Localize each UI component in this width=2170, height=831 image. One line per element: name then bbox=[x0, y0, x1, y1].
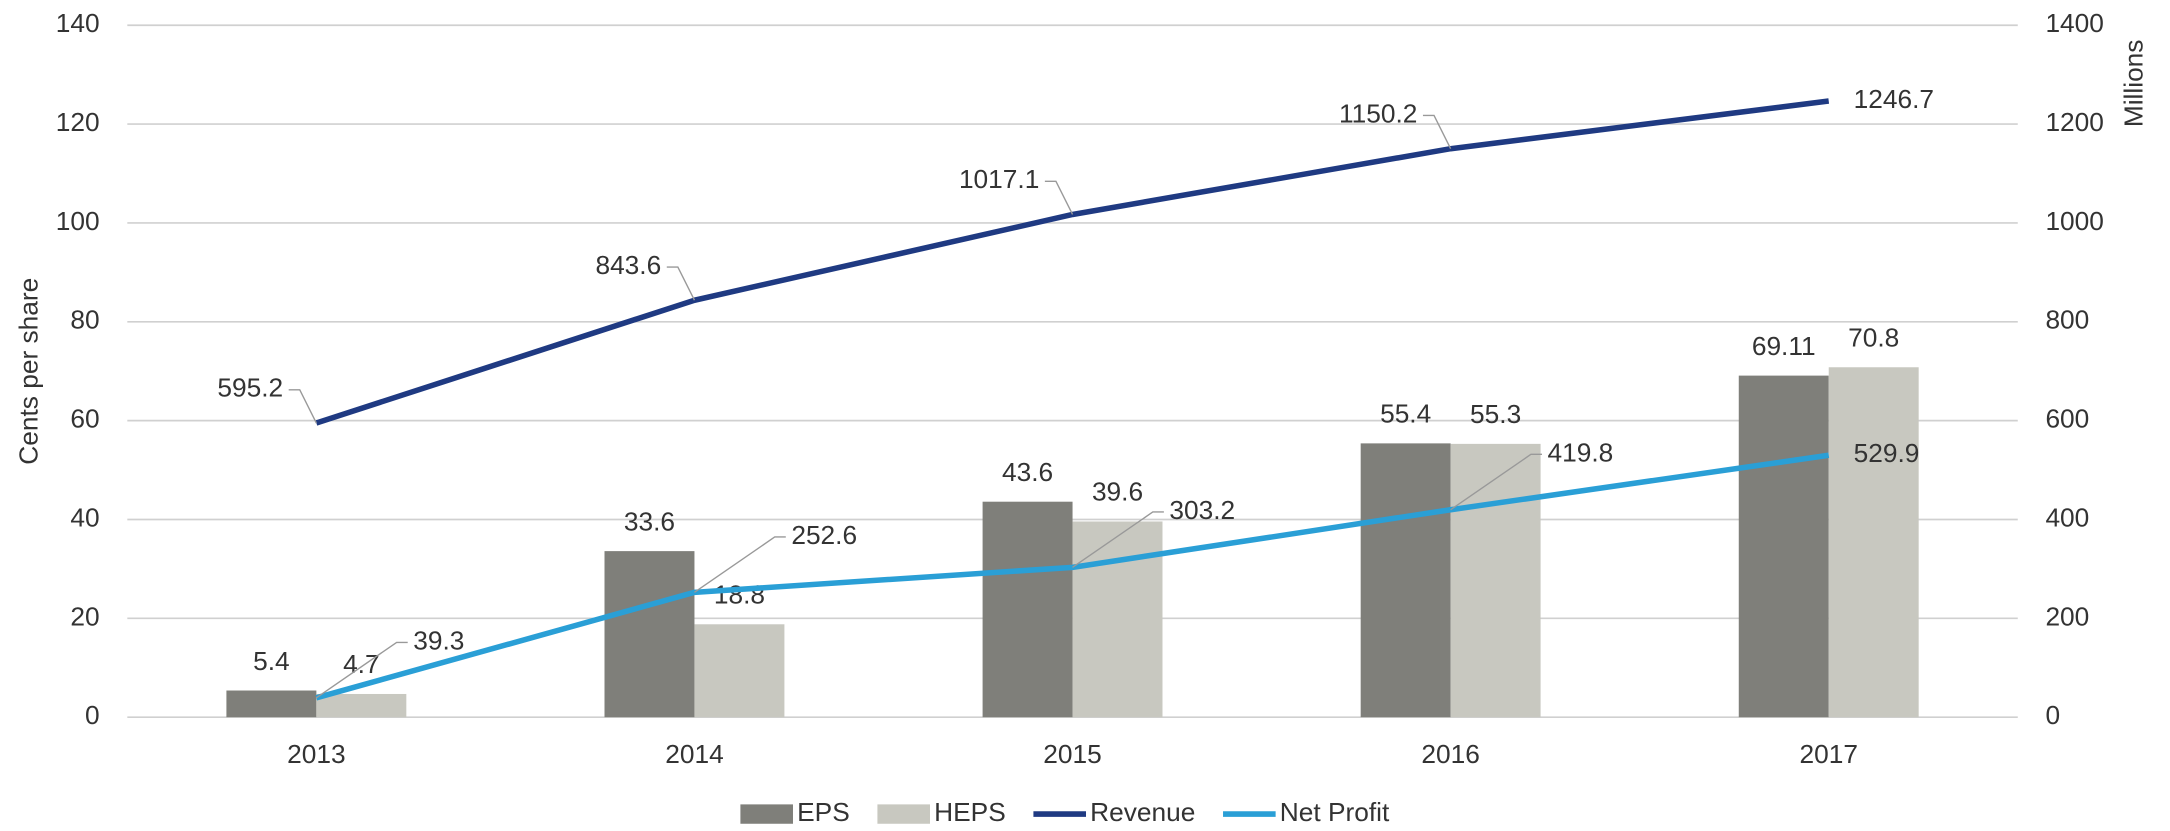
data-label: 4.7 bbox=[343, 649, 380, 679]
x-tick-label: 2015 bbox=[1043, 739, 1101, 769]
data-label: 595.2 bbox=[217, 373, 283, 403]
data-label: 39.3 bbox=[413, 625, 464, 655]
y2-axis-title: Millions bbox=[2118, 40, 2148, 128]
data-label: 1246.7 bbox=[1854, 84, 1934, 114]
y-tick-label: 100 bbox=[56, 206, 100, 236]
y-tick-label: 140 bbox=[56, 8, 100, 38]
data-label: 843.6 bbox=[595, 250, 661, 280]
bar bbox=[604, 551, 695, 718]
y-tick-label: 20 bbox=[70, 601, 99, 631]
bar bbox=[982, 501, 1073, 718]
bar bbox=[1072, 521, 1163, 718]
leader-line bbox=[694, 536, 786, 593]
data-label: 55.4 bbox=[1380, 399, 1431, 429]
y-tick-label: 40 bbox=[70, 502, 99, 532]
legend-swatch bbox=[740, 804, 793, 824]
y2-tick-label: 0 bbox=[2045, 700, 2060, 730]
y-tick-label: 120 bbox=[56, 107, 100, 137]
bar bbox=[1738, 375, 1829, 718]
bar bbox=[1450, 443, 1541, 718]
x-tick-label: 2016 bbox=[1421, 739, 1479, 769]
line bbox=[315, 98, 1830, 426]
data-label: 18.8 bbox=[714, 580, 765, 610]
data-label: 43.6 bbox=[1002, 457, 1053, 487]
legend-label: HEPS bbox=[934, 797, 1006, 827]
leader-line bbox=[666, 266, 696, 301]
y-tick-label: 80 bbox=[70, 305, 99, 335]
data-label: 70.8 bbox=[1848, 323, 1899, 353]
legend-label: EPS bbox=[797, 797, 850, 827]
x-tick-label: 2017 bbox=[1799, 739, 1857, 769]
data-label: 39.6 bbox=[1092, 477, 1143, 507]
y2-tick-label: 800 bbox=[2045, 305, 2089, 335]
bar bbox=[694, 624, 785, 718]
data-label: 419.8 bbox=[1548, 437, 1614, 467]
data-label: 252.6 bbox=[791, 520, 857, 550]
legend-swatch bbox=[877, 804, 931, 824]
data-label: 55.3 bbox=[1470, 399, 1521, 429]
y2-tick-label: 1200 bbox=[2045, 107, 2103, 137]
bar bbox=[1360, 443, 1451, 718]
data-label: 5.4 bbox=[253, 646, 290, 676]
y2-tick-label: 600 bbox=[2045, 404, 2089, 434]
leader-line bbox=[315, 641, 408, 699]
data-label: 1150.2 bbox=[1339, 98, 1417, 128]
y2-tick-label: 400 bbox=[2045, 502, 2089, 532]
data-label: 1017.1 bbox=[959, 164, 1039, 194]
legend-label: Revenue bbox=[1090, 797, 1195, 827]
y-tick-label: 0 bbox=[85, 700, 100, 730]
data-label: 303.2 bbox=[1169, 495, 1235, 525]
bar bbox=[226, 690, 317, 718]
bar bbox=[1828, 367, 1919, 718]
legend-label: Net Profit bbox=[1280, 797, 1390, 827]
y2-tick-label: 1000 bbox=[2045, 206, 2103, 236]
data-label: 33.6 bbox=[624, 506, 675, 536]
leader-line bbox=[1044, 180, 1074, 215]
leader-line bbox=[288, 389, 317, 424]
y-tick-label: 60 bbox=[70, 404, 99, 434]
leader-line bbox=[1422, 114, 1452, 150]
y2-tick-label: 200 bbox=[2045, 601, 2089, 631]
bar bbox=[316, 693, 407, 718]
y2-tick-label: 1400 bbox=[2045, 8, 2103, 38]
data-label: 69.11 bbox=[1752, 331, 1816, 361]
data-label: 529.9 bbox=[1854, 438, 1920, 468]
leader-line bbox=[1450, 453, 1542, 511]
y-axis-title: Cents per share bbox=[13, 278, 43, 465]
x-tick-label: 2014 bbox=[665, 739, 723, 769]
leader-line bbox=[1072, 511, 1164, 568]
x-tick-label: 2013 bbox=[287, 739, 345, 769]
